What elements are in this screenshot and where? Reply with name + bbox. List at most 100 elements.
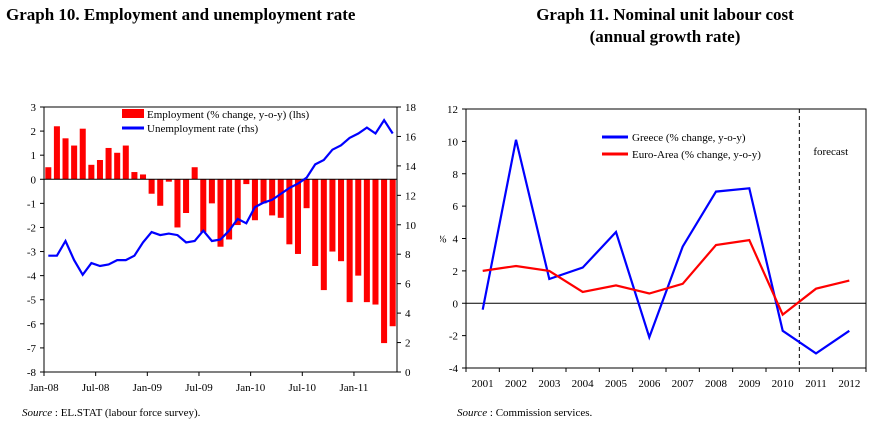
graph10-right-tick-label: 4 <box>405 308 411 320</box>
graph11-y-tick-label: 12 <box>447 104 458 116</box>
graph10-left-tick-label: -2 <box>27 222 36 234</box>
graph10-x-tick-label: Jul-10 <box>289 382 317 394</box>
graph10-right-tick-label: 16 <box>405 131 417 143</box>
graph10-employment-bar <box>226 179 233 240</box>
graph10-source: Source : EL.STAT (labour force survey). <box>22 407 200 419</box>
graph11-y-axis-label: % <box>440 234 447 246</box>
graph10-employment-bar <box>165 179 172 182</box>
graph11-euro-area-line <box>482 238 850 317</box>
graph10-right-tick-label: 18 <box>405 102 417 114</box>
graph10-employment-bar <box>157 179 164 206</box>
graph10-employment-bar <box>131 172 138 180</box>
graph10-unemployment-line <box>48 118 394 277</box>
graph11-legend-greece: Greece (% change, y-o-y) <box>632 132 746 144</box>
graph10-employment-bar <box>148 179 155 194</box>
graph10-left-tick-label: -3 <box>27 247 37 259</box>
graph10-employment-bar <box>243 179 250 185</box>
graph10-employment-bar <box>62 138 69 180</box>
graph11-y-tick-label: 2 <box>453 266 459 278</box>
graph10-employment-bar <box>217 179 224 247</box>
graph10-x-tick-label: Jan-10 <box>236 382 266 394</box>
graph10-employment-bar <box>183 179 190 213</box>
graph11-x-tick-label: 2008 <box>705 378 728 390</box>
graph10-employment-bar <box>234 179 241 226</box>
graph10-employment-bar <box>122 145 129 180</box>
graph10-x-tick-label: Jul-08 <box>82 382 110 394</box>
graph10-chart: -8-7-6-5-4-3-2-10123024681012141618Jan-0… <box>27 102 417 394</box>
graph10-legend-bar-swatch <box>122 109 144 118</box>
graph11-x-tick-label: 2003 <box>538 378 561 390</box>
graph11-y-tick-label: 10 <box>447 136 459 148</box>
graph11-y-tick-label: -4 <box>449 363 459 375</box>
graph11-chart: -4 -2 0 2 4 6 8 10 12% 2001 2002 2003 2004 2005 2006 20… <box>440 104 867 390</box>
graph10-right-tick-label: 10 <box>405 220 417 232</box>
graph10-employment-bar <box>338 179 345 262</box>
graph11-x-tick-label: 2009 <box>738 378 761 390</box>
graph10-x-tick-label: Jan-08 <box>29 382 59 394</box>
graph10-employment-bar <box>251 179 258 221</box>
graph10-employment-bar <box>191 167 198 180</box>
graph11-title-line1: Graph 11. Nominal unit labour cost <box>536 5 794 24</box>
graph10-employment-bar <box>294 179 302 254</box>
graph11-y-tick-label: 8 <box>453 169 459 181</box>
graph10-employment-bar <box>329 179 336 252</box>
graph10-employment-bar <box>260 179 267 204</box>
graph11-source-label: Source <box>457 407 488 419</box>
graph10-employment-bar <box>96 160 103 180</box>
graph10-employment-bar <box>372 179 379 305</box>
graph11-greece-line <box>481 139 850 355</box>
graph10-employment-bar <box>355 179 362 276</box>
graph11-x-tick-label: 2004 <box>572 378 595 390</box>
graph11-x-tick-label: 2011 <box>805 378 827 390</box>
graph10-left-tick-label: 1 <box>31 150 37 162</box>
graph10-employment-bar <box>208 179 215 204</box>
graph10-employment-bar <box>303 179 310 209</box>
graph11-x-tick-label: 2005 <box>605 378 628 390</box>
graph10-source-label: Source <box>22 407 53 419</box>
graph10-right-tick-label: 2 <box>405 338 411 350</box>
graph10-legend-employment: Employment (% change, y-o-y) (lhs) <box>147 109 310 121</box>
graph10-title: Graph 10. Employment and unemployment ra… <box>6 5 356 24</box>
graph10-left-tick-label: -7 <box>27 343 37 355</box>
graph11-y-tick-label: 0 <box>453 298 459 310</box>
graph10-employment-bar <box>45 167 52 180</box>
graph11-forecast-annotation: forecast <box>813 146 848 158</box>
graph10-employment-bar <box>363 179 370 303</box>
graph11-x-tick-label: 2001 <box>472 378 494 390</box>
graph10-right-tick-label: 0 <box>405 367 411 379</box>
graph11-title-line2: (annual growth rate) <box>589 27 741 46</box>
graph10-right-tick-label: 6 <box>405 279 411 291</box>
graph11-source-text: : Commission services. <box>489 407 593 419</box>
graph11-source: Source : Commission services. <box>457 407 592 419</box>
graph10-employment-bar <box>269 179 276 216</box>
graph10-employment-bar <box>114 152 121 180</box>
graph10-employment-bar <box>174 179 181 228</box>
graph10-left-tick-label: -1 <box>27 198 36 210</box>
graph11-x-tick-label: 2006 <box>638 378 661 390</box>
graph11-title: Graph 11. Nominal unit labour cost (annu… <box>455 4 875 48</box>
graph11-x-tick-label: 2002 <box>505 378 527 390</box>
graph10-left-tick-label: 2 <box>31 126 37 138</box>
graph10-employment-bar <box>381 179 388 344</box>
graph10-left-tick-label: -5 <box>27 295 37 307</box>
graph10-employment-bar <box>139 174 147 180</box>
graph10-source-text: : EL.STAT (labour force survey). <box>54 407 201 419</box>
graph11-x-tick-label: 2007 <box>672 378 695 390</box>
graph10-right-tick-label: 12 <box>405 190 416 202</box>
graph11-y-tick-label: 6 <box>453 201 459 213</box>
graph10-left-tick-label: -8 <box>27 367 37 379</box>
graph10-employment-bar <box>79 128 86 180</box>
graph10-employment-bar <box>277 179 284 218</box>
graph10-left-tick-label: 3 <box>31 102 37 114</box>
graph11-y-tick-label: -2 <box>449 331 458 343</box>
graph10-plot-frame <box>43 106 398 373</box>
graph10-employment-bar <box>389 179 396 327</box>
graph10-employment-bar <box>88 164 95 180</box>
graph10-employment-bar <box>71 145 78 180</box>
graph10-right-tick-label: 8 <box>405 249 411 261</box>
graph11-x-tick-label: 2012 <box>838 378 860 390</box>
graph10-x-tick-label: Jan-11 <box>339 382 368 394</box>
graph10-left-tick-label: -4 <box>27 271 37 283</box>
graph10-employment-bar <box>200 179 207 233</box>
graph11-x-tick-label: 2010 <box>772 378 795 390</box>
